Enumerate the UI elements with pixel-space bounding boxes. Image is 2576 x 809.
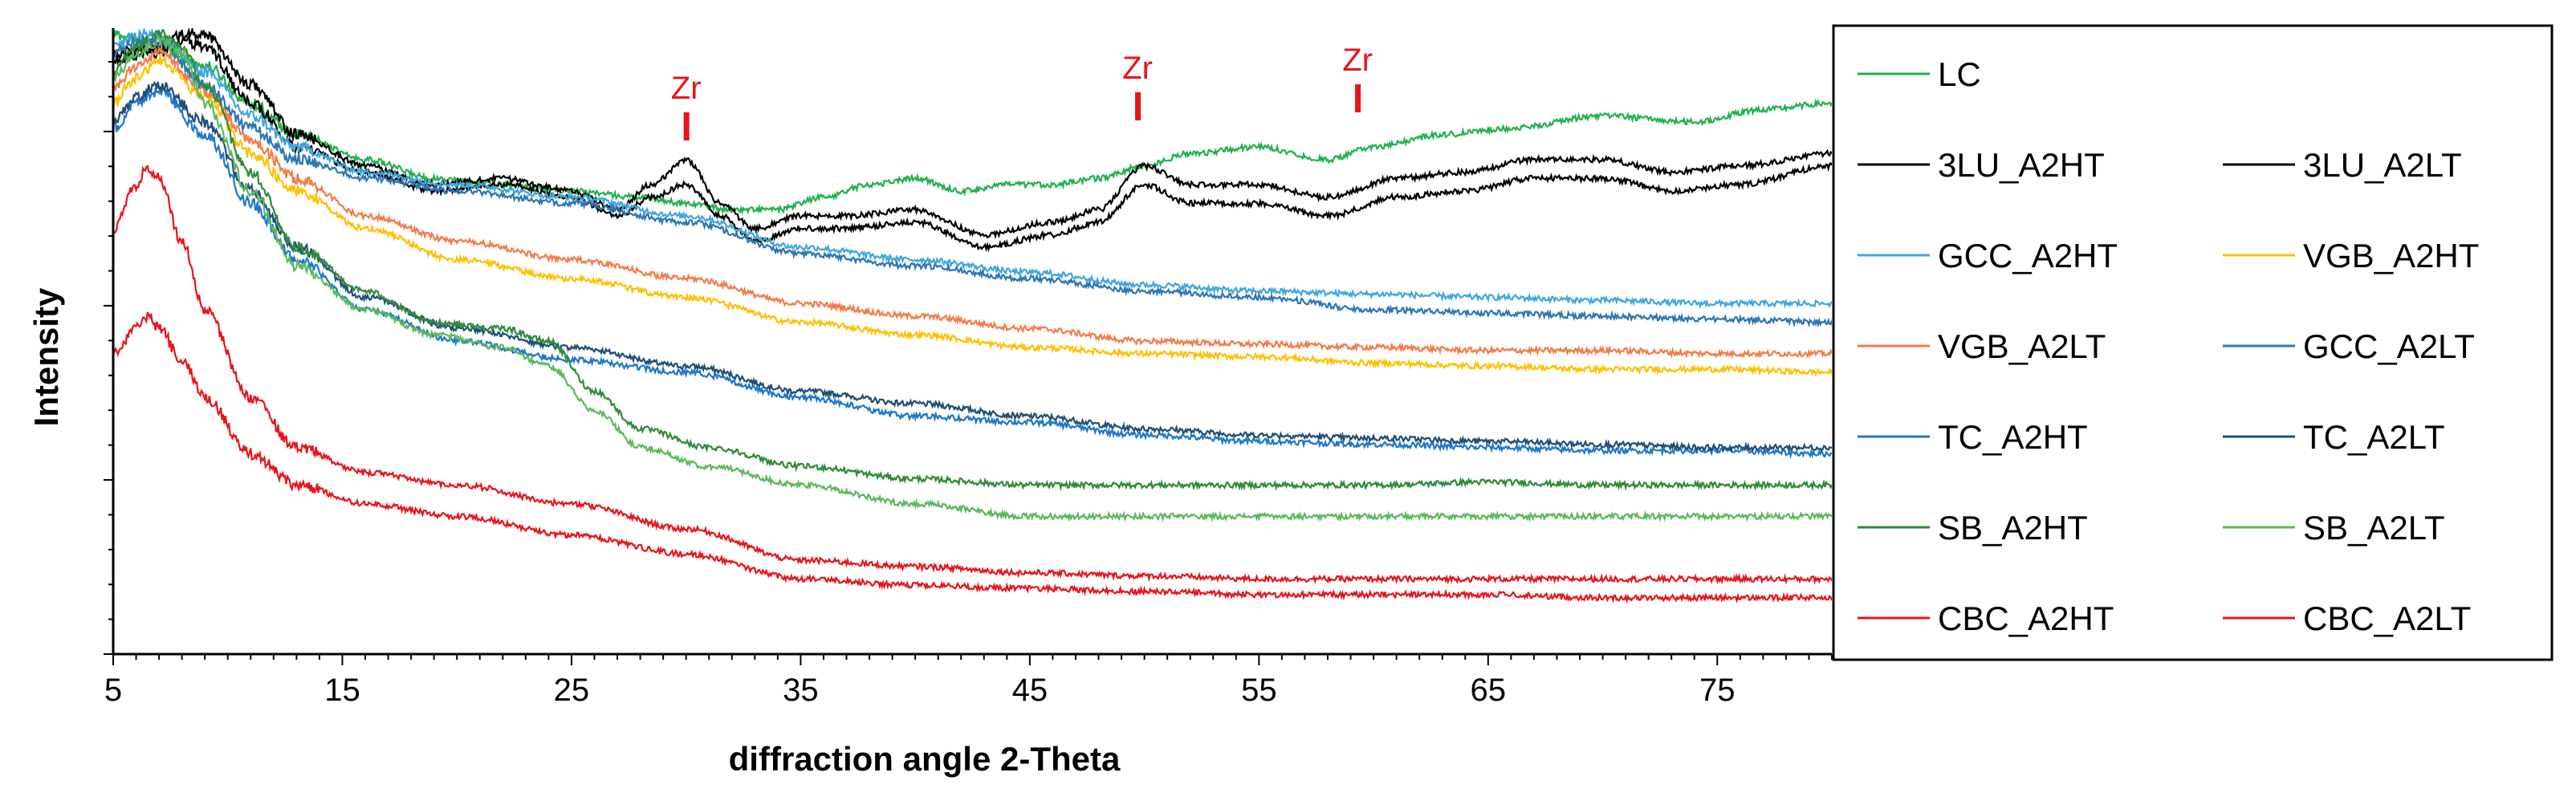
series-line-vgb-a2ht <box>113 55 1832 377</box>
legend-label: 3LU_A2LT <box>2303 146 2462 184</box>
annotation-label-zr: Zr <box>1342 43 1373 78</box>
series-line-gcc-a2ht <box>113 28 1832 309</box>
series-line-vgb-a2lt <box>113 45 1832 360</box>
x-tick-label: 65 <box>1471 673 1507 708</box>
x-tick-label: 55 <box>1241 673 1277 708</box>
series-line-tc-a2ht <box>113 86 1832 460</box>
legend: LC 3LU_A2HT 3LU_A2LT GCC_A2HT VGB_A2HT VGB_A2… <box>1832 24 2554 661</box>
legend-label: TC_A2HT <box>1938 418 2088 456</box>
axes: 5 15 25 35 45 55 65 75 diffraction angle 2-Theta… <box>27 28 1833 778</box>
annotation-label-zr: Zr <box>1122 51 1153 86</box>
series-line-3lu-a2lt <box>113 34 1832 253</box>
legend-label: SB_A2HT <box>1938 509 2088 547</box>
legend-label: GCC_A2HT <box>1938 237 2118 274</box>
legend-label: SB_A2LT <box>2303 509 2445 547</box>
x-tick-label: 5 <box>104 673 122 708</box>
x-tick-label: 45 <box>1012 673 1048 708</box>
series-line-cbc-a2ht <box>113 165 1832 586</box>
plot-area <box>113 28 1832 604</box>
annotation-marker <box>1135 92 1141 120</box>
legend-label: CBC_A2HT <box>1938 600 2114 637</box>
x-tick-label: 75 <box>1699 673 1736 708</box>
legend-box <box>1832 24 2554 661</box>
series-line-cbc-a2lt <box>113 311 1832 604</box>
legend-label: VGB_A2HT <box>2303 237 2479 274</box>
x-tick-label: 35 <box>783 673 819 708</box>
legend-label: CBC_A2LT <box>2303 600 2471 637</box>
x-tick-label: 25 <box>554 673 590 708</box>
annotations: Zr Zr Zr <box>671 43 1373 140</box>
x-tick-label: 15 <box>324 673 360 708</box>
legend-label: GCC_A2LT <box>2303 327 2475 365</box>
series-line-lc <box>113 30 1832 215</box>
annotation-label-zr: Zr <box>671 71 702 106</box>
annotation-marker <box>1355 84 1361 112</box>
series-line-3lu-a2ht <box>113 28 1832 240</box>
legend-label: 3LU_A2HT <box>1938 146 2105 184</box>
series-line-gcc-a2lt <box>113 35 1832 328</box>
legend-label: LC <box>1938 55 1981 93</box>
x-axis-title: diffraction angle 2-Theta <box>729 740 1121 778</box>
legend-label: VGB_A2LT <box>1938 327 2106 365</box>
annotation-marker <box>683 112 690 140</box>
series-line-sb-a2lt <box>113 34 1832 523</box>
legend-label: TC_A2LT <box>2303 418 2445 456</box>
series-line-sb-a2ht <box>113 29 1832 492</box>
y-axis-title: Intensity <box>27 287 65 426</box>
